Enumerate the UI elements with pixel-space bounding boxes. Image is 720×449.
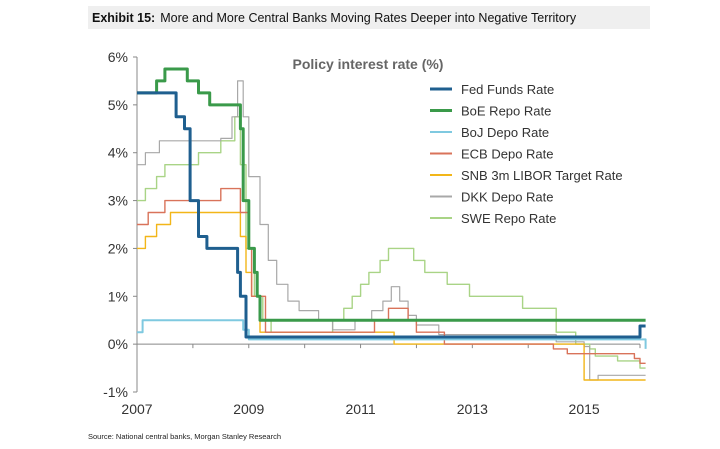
legend-label: ECB Depo Rate <box>461 147 554 162</box>
legend-label: SNB 3m LIBOR Target Rate <box>461 168 623 183</box>
series-line-swe-repo-rate <box>137 116 646 369</box>
legend-label: BoE Repo Rate <box>461 104 551 119</box>
x-tick-label: 2009 <box>233 401 264 417</box>
y-tick-label: 6% <box>108 49 128 65</box>
y-tick-label: 4% <box>108 145 128 161</box>
series-line-fed-funds-rate <box>137 91 646 339</box>
x-tick-label: 2007 <box>121 401 152 417</box>
legend-label: SWE Repo Rate <box>461 211 556 226</box>
series-line-boe-repo-rate <box>137 67 646 322</box>
y-tick-label: 0% <box>108 336 128 352</box>
exhibit-label: Exhibit 15: <box>92 10 156 25</box>
y-tick-label: 3% <box>108 193 128 209</box>
y-tick-label: -1% <box>103 384 128 400</box>
legend-label: BoJ Depo Rate <box>461 125 549 140</box>
legend-label: Fed Funds Rate <box>461 82 554 97</box>
x-tick-label: 2011 <box>346 401 376 417</box>
y-tick-label: 1% <box>108 288 128 304</box>
series-line-dkk-depo-rate <box>137 80 646 381</box>
source-note: Source: National central banks, Morgan S… <box>88 432 282 441</box>
y-tick-label: 2% <box>108 240 128 256</box>
exhibit-header: Exhibit 15: More and More Central Banks … <box>88 6 650 29</box>
y-tick-label: 5% <box>108 97 128 113</box>
x-tick-label: 2015 <box>569 401 600 417</box>
legend-label: DKK Depo Rate <box>461 190 554 205</box>
series-line-boj-depo-rate <box>137 319 647 349</box>
chart-title: Policy interest rate (%) <box>293 56 444 72</box>
exhibit-title: More and More Central Banks Moving Rates… <box>160 10 577 25</box>
x-tick-label: 2013 <box>457 401 488 417</box>
